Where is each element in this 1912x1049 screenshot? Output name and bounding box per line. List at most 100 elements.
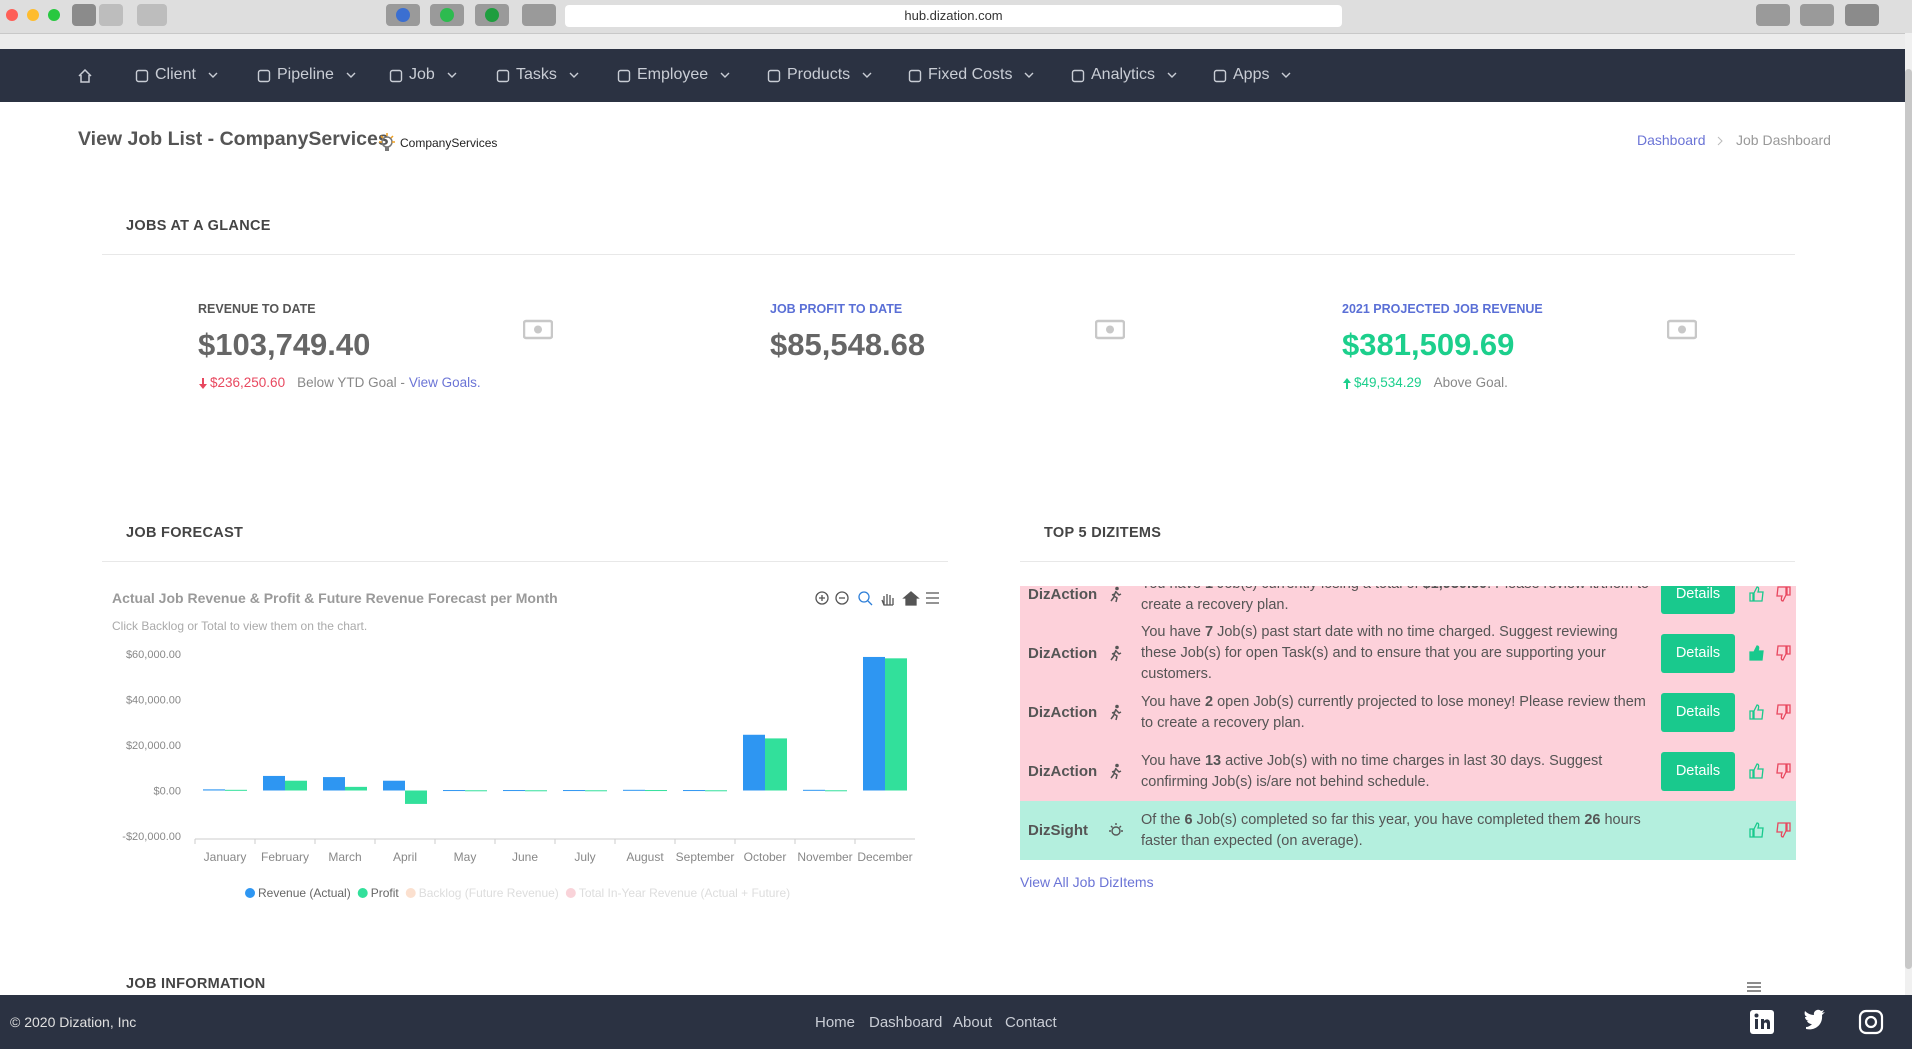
dizitem-text: You have	[1141, 586, 1205, 592]
bar	[345, 786, 367, 791]
x-tick-label: January	[204, 850, 247, 864]
divider	[1020, 561, 1795, 562]
footer-link[interactable]: Home	[815, 1014, 856, 1031]
legend-label[interactable]: Revenue (Actual)	[258, 886, 351, 900]
legend-label[interactable]: Profit	[371, 886, 400, 900]
thumbs-up[interactable]	[1749, 704, 1764, 720]
legend-marker	[405, 888, 416, 898]
zoom-select[interactable]	[858, 591, 873, 606]
thumbs-up[interactable]	[1749, 586, 1764, 602]
x-tick-label: August	[626, 850, 664, 864]
thumbs-up[interactable]	[1749, 645, 1764, 661]
goals-link[interactable]: View Goals.	[408, 375, 481, 390]
details-button[interactable]: Details	[1661, 693, 1735, 732]
nav-icon-shape	[1071, 69, 1085, 83]
bar	[405, 790, 427, 804]
nav-icon-shape	[617, 69, 631, 83]
breadcrumb-link[interactable]: Dashboard	[1637, 132, 1706, 148]
thumbs-down[interactable]	[1776, 645, 1791, 661]
dizitem-text: hours faster than expected (on average).	[1141, 811, 1641, 849]
card-label: REVENUE TO DATE	[198, 302, 316, 316]
linkedin-icon[interactable]	[1750, 1010, 1774, 1034]
y-tick-label: $60,000.00	[126, 649, 181, 661]
chart-menu[interactable]	[926, 592, 939, 604]
money-shape	[1106, 325, 1114, 334]
nav-item[interactable]: Client	[155, 66, 196, 83]
nav-item[interactable]: Pipeline	[277, 66, 334, 83]
nav-icon	[1213, 69, 1227, 83]
nav-item[interactable]: Apps	[1233, 66, 1270, 83]
thumbs-down[interactable]	[1776, 763, 1791, 779]
view-all-link[interactable]: View All Job DizItems	[1020, 874, 1154, 890]
bar	[525, 790, 547, 792]
dizitem-count: 2	[1204, 693, 1214, 710]
chevron	[208, 72, 218, 78]
dizitem-text: active Job(s) with no time charges in la…	[1141, 752, 1603, 790]
bar	[885, 658, 907, 791]
pan[interactable]	[881, 594, 894, 606]
dizitem-count: 6	[1184, 811, 1193, 828]
bar	[705, 790, 727, 792]
instagram-icon[interactable]	[1858, 1009, 1884, 1035]
nav-item[interactable]: Analytics	[1091, 66, 1156, 83]
dizitem-text-box: Of the 6 Job(s) completed so far this ye…	[1141, 801, 1651, 860]
icon-shape	[1115, 704, 1119, 709]
reset-zoom[interactable]	[902, 591, 920, 606]
money-icon	[1667, 319, 1697, 340]
chevron	[720, 72, 730, 78]
delta-note: Above Goal.	[1433, 375, 1508, 390]
nav-item[interactable]: Fixed Costs	[928, 66, 1013, 83]
nav-item[interactable]: Employee	[637, 66, 709, 83]
nav-item[interactable]: Tasks	[516, 66, 557, 83]
zoom-in[interactable]	[815, 591, 829, 605]
icon-shape	[1110, 708, 1122, 721]
dizitem-text-box: You have 13 active Job(s) with no time c…	[1141, 742, 1651, 801]
bar	[263, 775, 285, 791]
nav-icon	[767, 69, 781, 83]
money-shape	[1667, 319, 1697, 340]
dizitem-text: Of the 6 Job(s) completed so far this ye…	[1141, 810, 1651, 852]
section-menu[interactable]	[1746, 980, 1762, 994]
thumbs-up[interactable]	[1749, 763, 1764, 779]
feedback-icons	[1749, 645, 1791, 661]
y-tick-label: $40,000.00	[126, 695, 181, 707]
footer-link[interactable]: Dashboard	[869, 1014, 943, 1031]
nav-item[interactable]: Job	[409, 66, 435, 83]
dizitem-text: You have 1 Job(s) currently losing a tot…	[1141, 586, 1651, 616]
thumbs-down[interactable]	[1776, 704, 1791, 720]
company-logo	[379, 133, 395, 151]
feedback-icons	[1749, 586, 1791, 602]
home-icon[interactable]	[78, 69, 92, 83]
legend-marker	[357, 888, 368, 898]
dizitem-count: 7	[1204, 624, 1214, 640]
nav-icon-shape	[1213, 69, 1227, 83]
details-button[interactable]: Details	[1661, 634, 1735, 673]
twitter-icon[interactable]	[1804, 1009, 1825, 1030]
details-button[interactable]: Details	[1661, 586, 1735, 614]
footer-link[interactable]: About	[953, 1014, 993, 1031]
footer-link[interactable]: Contact	[1005, 1014, 1057, 1031]
browser-controls	[6, 4, 1879, 26]
thumbs-down[interactable]	[1776, 822, 1791, 838]
chevron	[569, 72, 579, 78]
nav-item[interactable]: Products	[787, 66, 851, 83]
chevron	[862, 72, 872, 78]
money-shape	[1095, 319, 1125, 340]
legend-label[interactable]: Backlog (Future Revenue)	[419, 886, 559, 900]
thumbs-down[interactable]	[1776, 586, 1791, 602]
zoom-out[interactable]	[835, 591, 849, 605]
chevron	[346, 72, 356, 78]
legend-label[interactable]: Total In-Year Revenue (Actual + Future)	[579, 886, 790, 900]
nav-icon	[135, 69, 149, 83]
bar	[503, 790, 525, 792]
nav-icon-shape	[496, 69, 510, 83]
thumbs-up[interactable]	[1749, 822, 1764, 838]
details-button[interactable]: Details	[1661, 752, 1735, 791]
dizitem-text: You have	[1141, 752, 1205, 769]
forecast-chart: -$20,000.00 $0.00 $20,000.00 $40,000.00 $60,…	[122, 649, 915, 900]
address-bar[interactable]: hub.dization.com	[565, 5, 1342, 27]
nav-icon-shape	[389, 69, 403, 83]
action-icon	[1110, 763, 1122, 780]
dizitem-list: DizAction You have 1 Job(s) currently los…	[1020, 586, 1796, 860]
